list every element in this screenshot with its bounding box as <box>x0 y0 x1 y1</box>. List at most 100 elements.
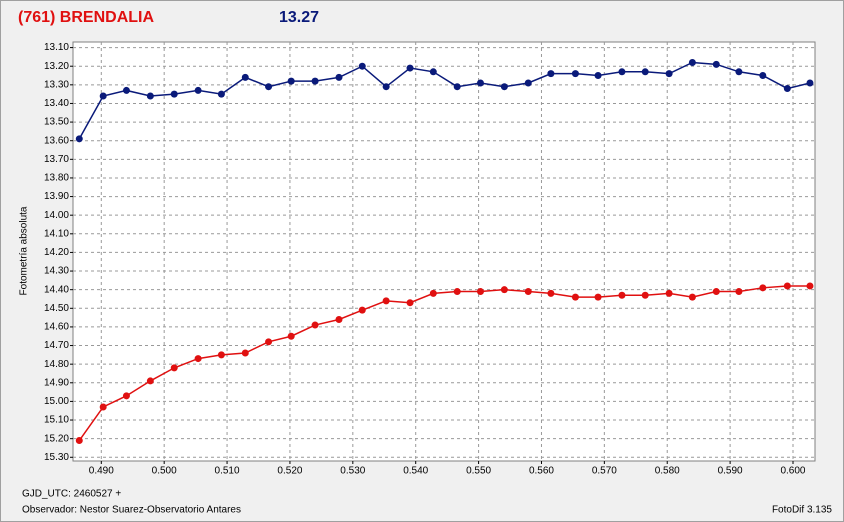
data-point <box>806 282 814 290</box>
data-point <box>594 293 602 301</box>
data-point <box>358 306 366 314</box>
y-tick-label: 15.20 <box>44 433 69 444</box>
data-point <box>453 288 461 296</box>
data-point <box>146 377 154 385</box>
y-tick-label: 13.50 <box>44 117 69 128</box>
y-tick-label: 14.70 <box>44 340 69 351</box>
y-tick-label: 14.00 <box>44 210 69 221</box>
data-point <box>759 284 767 292</box>
data-point <box>476 79 484 87</box>
data-point <box>194 86 202 94</box>
data-point <box>618 291 626 299</box>
y-tick-label: 13.70 <box>44 154 69 165</box>
data-point <box>122 86 130 94</box>
data-point <box>735 68 743 76</box>
data-point <box>358 62 366 70</box>
x-tick-label: 0.590 <box>718 466 743 477</box>
data-point <box>429 68 437 76</box>
data-point <box>641 68 649 76</box>
data-point <box>287 77 295 85</box>
x-tick-label: 0.520 <box>277 466 302 477</box>
data-point <box>406 64 414 72</box>
x-tick-label: 0.550 <box>466 466 491 477</box>
chart-title: (761) BRENDALIA <box>18 9 154 26</box>
y-tick-label: 13.10 <box>44 42 69 53</box>
y-tick-label: 13.80 <box>44 173 69 184</box>
data-point <box>524 79 532 87</box>
data-point <box>287 332 295 340</box>
data-point <box>735 288 743 296</box>
x-tick-label: 0.500 <box>152 466 177 477</box>
data-point <box>665 70 673 78</box>
data-point <box>382 297 390 305</box>
x-tick-label: 0.490 <box>89 466 114 477</box>
data-point <box>311 77 319 85</box>
y-tick-label: 14.40 <box>44 284 69 295</box>
data-point <box>406 299 414 307</box>
data-point <box>146 92 154 100</box>
data-point <box>783 85 791 93</box>
data-point <box>759 72 767 80</box>
data-point <box>335 315 343 323</box>
data-point <box>712 288 720 296</box>
data-point <box>194 355 202 363</box>
data-point <box>241 73 249 81</box>
y-tick-label: 13.60 <box>44 135 69 146</box>
data-point <box>641 291 649 299</box>
data-point <box>99 92 107 100</box>
data-point <box>547 70 555 78</box>
data-point <box>476 288 484 296</box>
y-tick-label: 14.50 <box>44 303 69 314</box>
y-tick-label: 14.60 <box>44 322 69 333</box>
data-point <box>311 321 319 329</box>
data-point <box>241 349 249 357</box>
y-tick-label: 15.10 <box>44 415 69 426</box>
data-point <box>783 282 791 290</box>
y-tick-label: 13.30 <box>44 79 69 90</box>
data-point <box>665 289 673 297</box>
data-point <box>382 83 390 91</box>
y-tick-label: 14.80 <box>44 359 69 370</box>
data-point <box>265 338 273 346</box>
x-tick-label: 0.510 <box>215 466 240 477</box>
software: FotoDif 3.135 <box>772 505 832 516</box>
data-point <box>547 289 555 297</box>
data-point <box>217 90 225 98</box>
y-tick-label: 14.90 <box>44 377 69 388</box>
data-point <box>75 135 83 143</box>
x-tick-label: 0.530 <box>340 466 365 477</box>
y-tick-label: 15.00 <box>44 396 69 407</box>
x-axis-label: GJD_UTC: 2460527 + <box>22 489 121 500</box>
observer: Observador: Nestor Suarez-Observatorio A… <box>22 505 241 516</box>
y-axis-label: Fotometría absoluta <box>19 206 30 295</box>
data-point <box>688 293 696 301</box>
data-point <box>500 83 508 91</box>
data-point <box>618 68 626 76</box>
series-line <box>78 61 811 140</box>
data-point <box>594 72 602 80</box>
data-point <box>712 60 720 68</box>
data-point <box>688 58 696 66</box>
y-tick-label: 13.40 <box>44 98 69 109</box>
data-point <box>806 79 814 87</box>
data-point <box>571 70 579 78</box>
data-point <box>429 289 437 297</box>
data-point <box>524 288 532 296</box>
x-tick-label: 0.600 <box>780 466 805 477</box>
series-line <box>78 285 810 441</box>
x-tick-label: 0.540 <box>403 466 428 477</box>
data-point <box>122 392 130 400</box>
data-point <box>170 90 178 98</box>
y-tick-label: 14.10 <box>44 228 69 239</box>
chart-subtitle: 13.27 <box>279 9 319 26</box>
plot-area <box>72 41 816 462</box>
x-tick-label: 0.560 <box>529 466 554 477</box>
data-point <box>453 83 461 91</box>
x-tick-label: 0.580 <box>655 466 680 477</box>
data-point <box>170 364 178 372</box>
data-point <box>99 403 107 411</box>
x-tick-label: 0.570 <box>592 466 617 477</box>
data-point <box>335 73 343 81</box>
